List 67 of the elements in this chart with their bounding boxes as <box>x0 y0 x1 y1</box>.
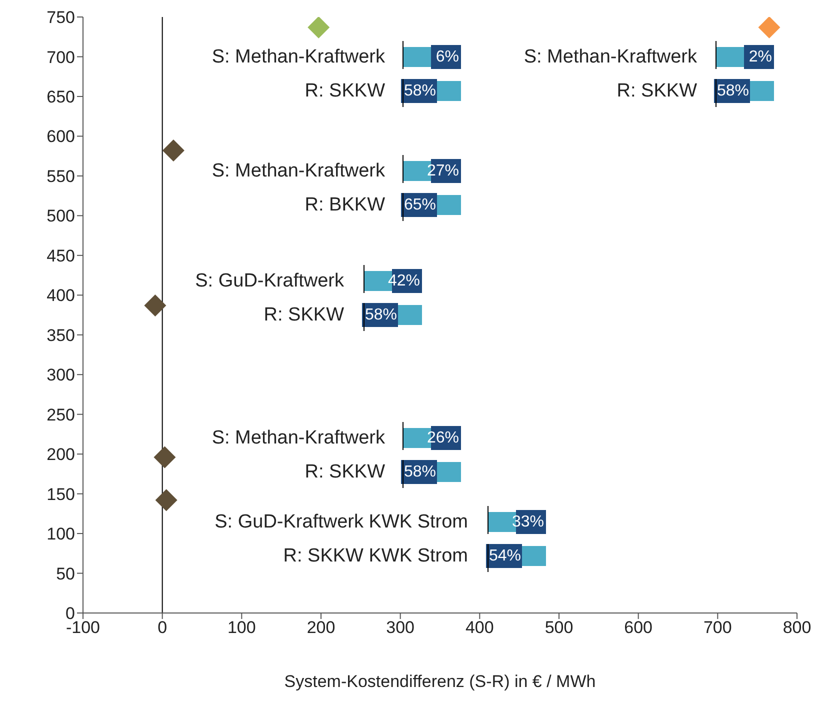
y-tick-label: 200 <box>46 445 75 464</box>
y-tick-label: 700 <box>46 48 75 67</box>
point <box>308 17 330 38</box>
point <box>154 446 176 468</box>
percent-gauge: 26% <box>402 422 461 450</box>
annotation: 54% <box>489 548 522 564</box>
annotation: S: Methan-Kraftwerk <box>212 46 386 68</box>
point <box>758 17 780 38</box>
x-tick-label: 600 <box>624 618 653 638</box>
percent-gauge: 27% <box>402 154 461 184</box>
annotation: 58% <box>404 82 436 100</box>
annotation: 6% <box>436 48 459 66</box>
y-tick-label: 600 <box>46 127 75 146</box>
annotation: R: SKKW <box>616 80 698 102</box>
x-tick-label: 200 <box>306 618 336 638</box>
annotation: R: SKKW KWK Strom <box>283 546 468 566</box>
annotation: R: SKKW <box>304 80 386 102</box>
y-tick-label: 150 <box>46 484 75 504</box>
percent-gauge: 6% <box>402 40 461 70</box>
x-tick-label: 700 <box>703 618 732 638</box>
x-tick-label: 100 <box>227 618 256 638</box>
annotation: R: SKKW <box>264 304 344 326</box>
percent-gauge: 33% <box>488 506 546 534</box>
x-tick-label: 0 <box>158 618 168 638</box>
y-tick-label: 400 <box>46 286 75 306</box>
annotation: S: Methan-Kraftwerk <box>524 46 698 68</box>
percent-gauge: 58% <box>714 78 774 108</box>
y-tick-label: 450 <box>46 246 75 266</box>
annotation: 42% <box>388 272 420 290</box>
point <box>162 140 184 162</box>
annotation: R: SKKW <box>304 462 386 482</box>
y-tick-label: 650 <box>46 88 75 106</box>
annotation: S: GuD-Kraftwerk <box>195 270 344 292</box>
annotation: 26% <box>426 430 459 446</box>
y-tick-label: 550 <box>46 166 75 186</box>
point <box>155 489 178 512</box>
y-tick-label: 250 <box>46 405 75 424</box>
y-tick-label: 100 <box>46 524 75 544</box>
percent-gauge: 2% <box>716 40 774 70</box>
y-tick-label: 350 <box>46 326 75 345</box>
percent-gauge: 58% <box>362 302 422 332</box>
annotation: 58% <box>365 306 398 324</box>
y-tick-label: 300 <box>46 366 75 385</box>
annotation: S: GuD-Kraftwerk KWK Strom <box>214 512 468 532</box>
x-tick-label: 400 <box>465 618 494 638</box>
annotation: 58% <box>717 82 750 100</box>
annotation: 2% <box>748 48 772 66</box>
percent-gauge: 58% <box>401 460 461 488</box>
annotation: 27% <box>426 162 459 180</box>
y-tick-label: 500 <box>46 206 75 226</box>
x-tick-label: 500 <box>544 618 574 638</box>
percent-gauge: 65% <box>401 192 461 222</box>
percent-gauge: 54% <box>486 544 546 572</box>
x-tick-label: 300 <box>386 618 415 638</box>
annotation: 58% <box>404 464 436 480</box>
point <box>144 294 166 316</box>
y-tick-label: 50 <box>56 564 75 584</box>
annotation: S: Methan-Kraftwerk <box>212 428 386 448</box>
percent-gauge: 42% <box>364 264 422 294</box>
annotation: S: Methan-Kraftwerk <box>212 160 386 182</box>
annotation: R: BKKW <box>304 194 386 216</box>
y-tick-label: 750 <box>46 8 75 28</box>
percent-gauge: 58% <box>401 78 461 108</box>
annotation: 33% <box>512 514 544 530</box>
annotation: 65% <box>404 196 436 214</box>
x-tick-label: 800 <box>782 618 812 638</box>
x-axis-title: System-Kostendifferenz (S-R) in € / MWh <box>284 672 596 691</box>
